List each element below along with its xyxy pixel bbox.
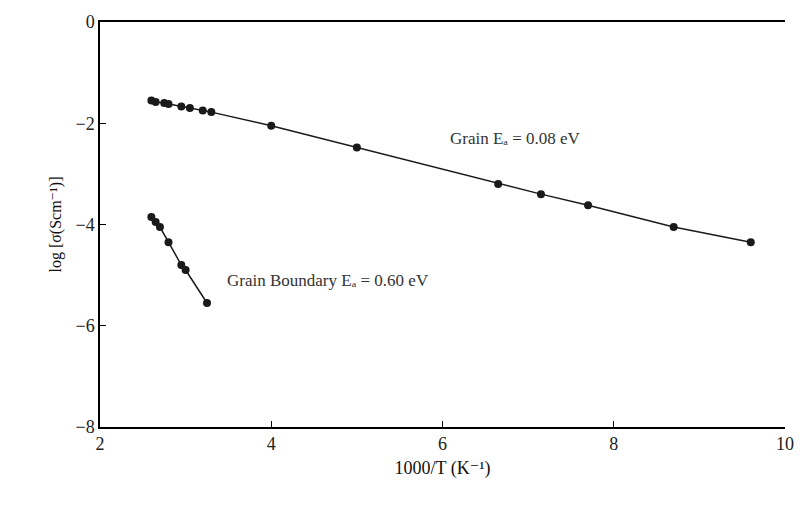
svg-text:6: 6 [438,434,447,454]
svg-text:Grain Eₐ = 0.08 eV: Grain Eₐ = 0.08 eV [450,129,581,148]
svg-text:Grain Boundary Eₐ = 0.60 eV: Grain Boundary Eₐ = 0.60 eV [227,271,429,290]
svg-text:−6: −6 [75,316,94,336]
svg-text:0: 0 [86,12,95,32]
svg-text:−4: −4 [75,215,94,235]
svg-text:2: 2 [96,434,105,454]
svg-text:−8: −8 [75,417,94,437]
svg-text:1000/T (K⁻¹): 1000/T (K⁻¹) [394,458,490,479]
svg-text:4: 4 [267,434,276,454]
svg-text:8: 8 [609,434,618,454]
svg-text:10: 10 [776,434,794,454]
svg-text:log [σ(Scm⁻¹)]: log [σ(Scm⁻¹)] [47,176,65,272]
svg-text:−2: −2 [75,114,94,134]
